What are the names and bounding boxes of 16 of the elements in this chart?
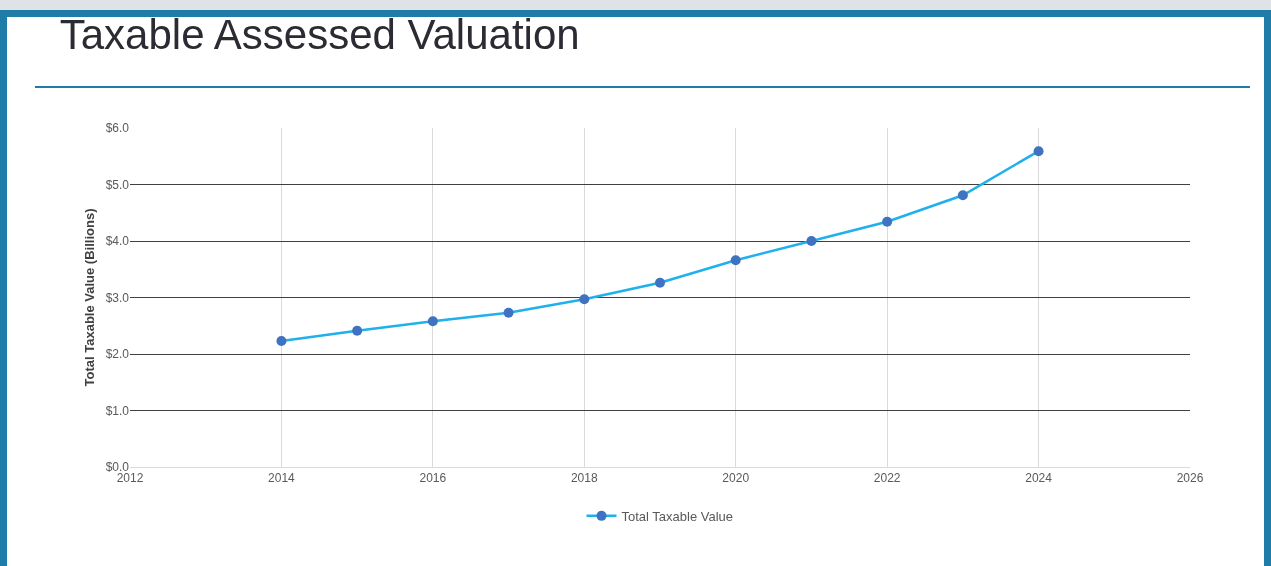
x-tick-label: 2026 <box>1176 471 1204 486</box>
y-tick-label: $3.0 <box>105 290 130 305</box>
y-axis-title: Total Taxable Value (Billions) <box>82 208 97 387</box>
y-tick-label: $4.0 <box>105 234 130 249</box>
y-tick-label: $2.0 <box>105 347 130 362</box>
x-tick-label: 2018 <box>570 471 598 486</box>
y-tick-label: $5.0 <box>105 177 130 192</box>
x-tick-label: 2020 <box>722 471 750 486</box>
x-tick-label: 2016 <box>419 471 447 486</box>
legend-label: Total Taxable Value <box>621 508 734 524</box>
y-tick-label: $6.0 <box>105 121 130 136</box>
x-tick-label: 2024 <box>1025 471 1053 486</box>
x-tick-label: 2014 <box>268 471 296 486</box>
x-tick-label: 2022 <box>873 471 901 486</box>
chart-title: Taxable Assessed Valuation <box>59 11 580 59</box>
y-tick-label: $1.0 <box>105 403 130 418</box>
